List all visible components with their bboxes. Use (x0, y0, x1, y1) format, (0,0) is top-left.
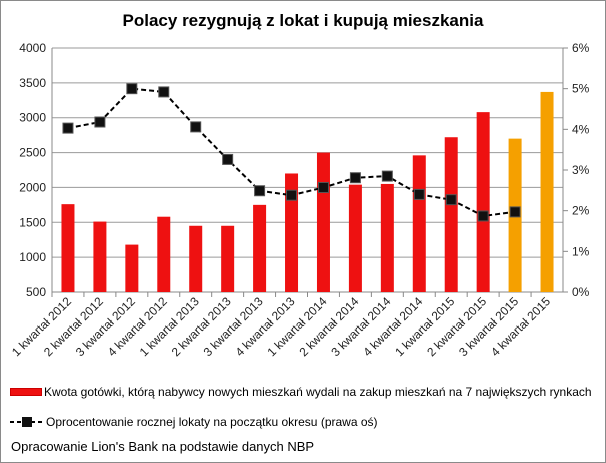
y2-tick-label: 3% (572, 163, 590, 177)
y-tick-label: 500 (26, 285, 46, 299)
rate-marker (190, 121, 202, 133)
y-tick-label: 2500 (19, 146, 46, 160)
bar (412, 155, 426, 292)
legend-label-bars: Kwota gotówki, którą nabywcy nowych mies… (44, 385, 592, 399)
rate-marker (349, 172, 361, 184)
bar (444, 137, 458, 292)
bar (285, 173, 299, 292)
bar (540, 91, 554, 292)
rate-marker (413, 188, 425, 200)
y2-tick-label: 0% (572, 285, 590, 299)
y-tick-label: 2000 (19, 180, 46, 194)
plot-area: 500 1000 1500 2000 2500 3000 3500 4000 0% 1% 2% 3% 4… (9, 41, 590, 359)
y-tick-label: 4000 (19, 41, 46, 55)
legend-label-line: Oprocentowanie rocznej lokaty na początk… (46, 415, 378, 429)
bar (380, 183, 394, 292)
rate-marker (317, 181, 329, 193)
bar (476, 112, 490, 292)
source-note: Opracowanie Lion's Bank na podstawie dan… (11, 439, 315, 454)
legend-item-bars: Kwota gotówki, którą nabywcy nowych mies… (10, 385, 592, 399)
rate-marker (94, 116, 106, 128)
bar (316, 152, 330, 292)
rate-marker (62, 122, 74, 134)
rate-marker (509, 206, 521, 218)
rate-marker (381, 170, 393, 182)
bar (348, 184, 362, 292)
rate-marker (222, 153, 234, 165)
y-tick-label: 1500 (19, 215, 46, 229)
y-tick-label: 3500 (19, 76, 46, 90)
y2-tick-label: 1% (572, 244, 590, 258)
rate-marker (158, 86, 170, 98)
bar (61, 204, 75, 292)
y-tick-label: 1000 (19, 250, 46, 264)
chart-title: Polacy rezygnują z lokat i kupują mieszk… (122, 11, 484, 30)
y2-tick-label: 4% (572, 122, 590, 136)
legend-bar-swatch (10, 388, 42, 396)
bar (157, 216, 171, 292)
bar (221, 225, 235, 292)
bar (93, 221, 107, 292)
rate-marker (477, 210, 489, 222)
rate-marker (254, 185, 266, 197)
bar (189, 225, 203, 292)
bar (253, 204, 267, 292)
legend-line-swatch (10, 417, 44, 427)
rate-marker (286, 189, 298, 201)
y2-tick-label: 6% (572, 41, 590, 55)
y2-tick-label: 2% (572, 204, 590, 218)
bar (125, 244, 139, 292)
y-tick-label: 3000 (19, 111, 46, 125)
rate-marker (126, 83, 138, 95)
legend-item-line: Oprocentowanie rocznej lokaty na początk… (10, 415, 378, 429)
rate-marker (445, 194, 457, 206)
y2-tick-label: 5% (572, 82, 590, 96)
